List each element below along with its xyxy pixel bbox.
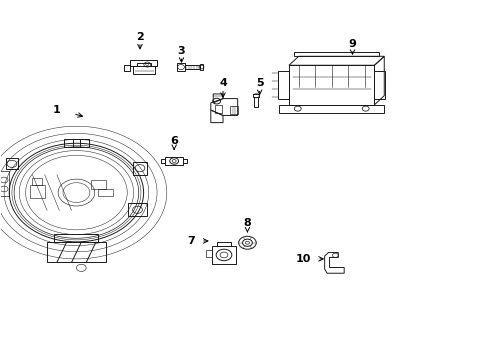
Text: 8: 8 (244, 218, 251, 228)
Text: 7: 7 (187, 236, 195, 246)
Text: 2: 2 (136, 32, 144, 41)
Polygon shape (289, 65, 374, 105)
Text: 5: 5 (256, 78, 264, 88)
Text: 9: 9 (348, 39, 356, 49)
Text: 3: 3 (178, 46, 185, 56)
Text: 1: 1 (53, 105, 61, 115)
Text: 4: 4 (219, 78, 227, 88)
Text: 6: 6 (170, 136, 178, 145)
Text: 10: 10 (296, 254, 311, 264)
